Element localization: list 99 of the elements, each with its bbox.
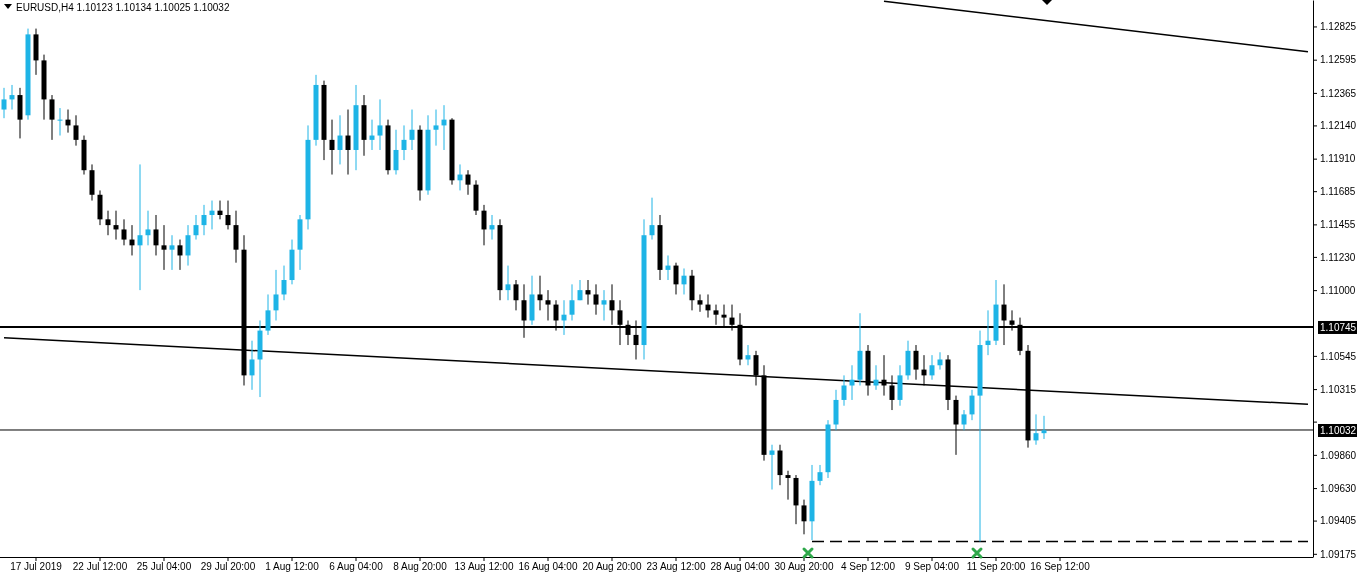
candlestick	[665, 254, 671, 281]
candlestick	[217, 200, 223, 220]
candlestick	[265, 293, 271, 336]
candlestick	[681, 267, 687, 295]
x-tick-label: 6 Aug 04:00	[329, 561, 384, 573]
candlestick	[145, 210, 151, 246]
x-tick-label: 13 Aug 12:00	[454, 561, 514, 573]
x-tick-label: 28 Aug 04:00	[710, 561, 770, 573]
candlestick	[585, 279, 591, 306]
x-tick-label: 30 Aug 20:00	[774, 561, 834, 573]
candlestick	[49, 94, 55, 141]
candlestick	[121, 218, 127, 246]
candlestick	[401, 124, 407, 161]
candlestick	[1041, 415, 1047, 440]
candlestick	[937, 351, 943, 371]
candlestick	[201, 204, 207, 236]
candlestick	[537, 275, 543, 311]
y-tick-label: 1.12365	[1320, 87, 1357, 99]
candlestick	[409, 109, 415, 151]
y-tick-label: 1.10545	[1320, 350, 1357, 362]
candlestick	[1, 87, 7, 119]
candlestick	[769, 444, 775, 491]
x-tick-label: 20 Aug 20:00	[582, 561, 642, 573]
y-tick-label: 1.11910	[1320, 153, 1356, 165]
candlestick	[337, 114, 343, 165]
candlestick	[753, 350, 759, 386]
candlestick	[489, 214, 495, 241]
x-tick-label: 25 Jul 04:00	[136, 561, 192, 573]
candlestick	[281, 265, 287, 301]
candlestick	[177, 239, 183, 271]
candlestick	[841, 374, 847, 407]
candlestick	[505, 265, 511, 301]
x-tick-label: 23 Aug 12:00	[646, 561, 706, 573]
candlestick	[601, 289, 607, 321]
candlestick	[673, 262, 679, 295]
candlestick	[153, 214, 159, 256]
candlestick	[745, 344, 751, 366]
candlestick	[113, 210, 119, 241]
candlestick	[369, 119, 375, 151]
candlestick	[209, 200, 215, 230]
candlestick	[193, 214, 199, 241]
y-tick-label: 1.11000	[1320, 284, 1356, 296]
y-tick-label: 1.11230	[1320, 251, 1356, 263]
candlestick	[913, 344, 919, 381]
y-tick-label: 1.09175	[1320, 548, 1357, 560]
candlestick	[73, 114, 79, 147]
candlestick	[697, 293, 703, 313]
candlestick	[329, 119, 335, 176]
candlestick	[801, 499, 807, 535]
candlestick	[1033, 413, 1039, 446]
candlestick	[249, 340, 255, 391]
candlestick	[545, 289, 551, 321]
x-tick-label: 9 Sep 04:00	[905, 561, 960, 573]
candlestick	[961, 409, 967, 431]
x-tick-label: 29 Jul 20:00	[200, 561, 256, 573]
x-tick-label: 16 Aug 04:00	[518, 561, 578, 573]
candlestick	[225, 200, 231, 230]
y-tick-label: 1.09630	[1320, 482, 1357, 494]
y-tick-label: 1.09860	[1320, 449, 1357, 461]
candlestick	[513, 279, 519, 311]
x-tick-label: 4 Sep 12:00	[841, 561, 896, 573]
candlestick	[465, 169, 471, 196]
candlestick	[393, 129, 399, 176]
candlestick	[9, 84, 15, 111]
candlestick	[185, 224, 191, 267]
candlestick	[929, 354, 935, 381]
chart-title: EURUSD,H4 1.10123 1.10134 1.10025 1.10032	[16, 2, 230, 13]
x-tick-label: 8 Aug 20:00	[393, 561, 448, 573]
candlestick	[137, 163, 143, 291]
ref-line-label: 1.10745	[1320, 321, 1357, 333]
candlestick	[273, 269, 279, 321]
candlestick	[169, 234, 175, 271]
y-tick-label: 1.11685	[1320, 185, 1356, 197]
candlestick	[57, 107, 63, 137]
candlestick	[985, 309, 991, 356]
ref-line-label: 1.10032	[1320, 425, 1357, 436]
candlestick	[433, 109, 439, 147]
y-tick-label: 1.12140	[1320, 120, 1357, 132]
candlestick	[345, 109, 351, 176]
candlestick	[593, 283, 599, 316]
y-tick-label: 1.09405	[1320, 515, 1357, 527]
y-tick-label: 1.11455	[1320, 219, 1356, 231]
y-tick-label: 1.12825	[1320, 21, 1357, 33]
x-tick-label: 17 Jul 2019	[10, 561, 63, 573]
candlestick	[377, 98, 383, 151]
candlestick	[569, 283, 575, 321]
x-tick-label: 11 Sep 20:00	[966, 561, 1026, 573]
candlestick	[969, 389, 975, 421]
candlestick	[785, 470, 791, 501]
y-tick-label: 1.10315	[1320, 383, 1357, 395]
candlestick	[481, 204, 487, 246]
candlestick	[817, 464, 823, 486]
x-tick-label: 1 Aug 12:00	[265, 561, 320, 573]
candlestick	[105, 210, 111, 236]
y-tick-label: 1.12595	[1320, 54, 1357, 66]
x-tick-label: 22 Jul 12:00	[72, 561, 128, 573]
x-tick-label: 16 Sep 12:00	[1030, 561, 1091, 573]
candlestick	[161, 224, 167, 271]
candlestick	[649, 197, 655, 241]
